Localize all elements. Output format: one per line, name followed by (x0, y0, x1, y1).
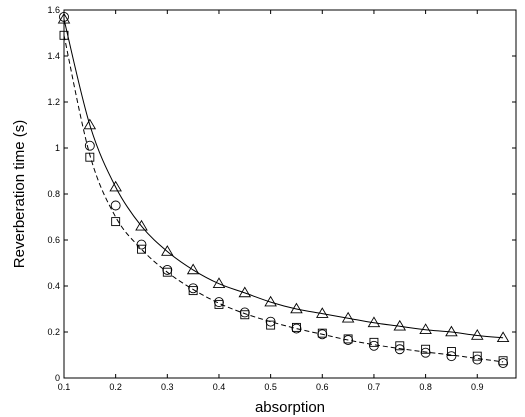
square-point (472, 351, 482, 361)
dashed-fit-line (63, 35, 504, 363)
circle-point (291, 323, 302, 334)
square-point (446, 347, 456, 356)
triangle-point (238, 286, 252, 298)
triangle-point (161, 245, 174, 256)
plot-area (63, 9, 517, 379)
circle-point (446, 351, 457, 362)
x-tick-label: 0.3 (161, 382, 174, 392)
solid-fit-line (63, 19, 504, 339)
circle-point (368, 340, 379, 351)
y-tick-label: 0.6 (47, 235, 60, 245)
triangle-point (83, 118, 97, 130)
square-point (317, 328, 327, 338)
triangle-point (290, 302, 303, 314)
fit-lines (63, 19, 504, 363)
circle-point (162, 264, 173, 275)
x-tick-label: 0.5 (264, 382, 277, 392)
square-point (292, 322, 301, 332)
y-axis-label: Reverberation time (s) (11, 120, 28, 268)
x-tick-label: 0.7 (368, 382, 381, 392)
square-point (85, 152, 95, 162)
circle-point (239, 307, 250, 318)
y-tick-label: 1.4 (47, 51, 60, 61)
x-axis-label: absorption (255, 399, 325, 416)
circle-point (472, 354, 483, 365)
square-point (111, 217, 121, 227)
square-point (188, 286, 198, 296)
x-axis-ticks: 0.1 0.2 0.3 0.4 0.5 0.6 0.7 0.8 0.9 (58, 10, 484, 392)
circle-point (110, 200, 121, 211)
triangle-point (57, 12, 71, 24)
triangle-point (419, 323, 432, 334)
triangle-point (393, 319, 407, 331)
square-point (137, 244, 146, 254)
triangle-point (470, 329, 484, 340)
circle-point (498, 358, 509, 368)
x-tick-label: 0.4 (213, 382, 226, 392)
triangle-point (212, 277, 226, 288)
circle-point (265, 316, 276, 327)
data-markers (57, 11, 510, 368)
circle-point (84, 140, 95, 151)
circle-point (343, 335, 354, 345)
x-tick-label: 0.9 (471, 382, 484, 392)
triangle-point (264, 295, 277, 307)
x-tick-label: 0.8 (419, 382, 432, 392)
circle-point (214, 297, 224, 308)
triangle-point (496, 331, 510, 343)
y-tick-label: 0.2 (47, 327, 60, 337)
triangle-point (109, 180, 122, 192)
y-tick-label: 0 (55, 373, 60, 383)
triangle-point (341, 311, 355, 323)
triangle-point (315, 307, 329, 318)
circle-point (188, 283, 199, 294)
square-point (421, 344, 431, 354)
square-point (395, 341, 405, 351)
triangle-point (135, 219, 148, 231)
square-point (59, 30, 69, 40)
y-tick-label: 1.2 (47, 97, 60, 107)
square-point (343, 334, 353, 344)
y-tick-label: 0.8 (47, 189, 60, 199)
square-point (498, 356, 508, 366)
x-tick-label: 0.2 (109, 382, 122, 392)
triangle-point (367, 316, 381, 328)
y-tick-label: 1 (55, 143, 60, 153)
y-tick-label: 1.6 (47, 5, 60, 15)
triangle-point (445, 325, 458, 337)
triangle-point (186, 263, 200, 275)
circle-point (420, 347, 431, 358)
square-point (162, 267, 172, 277)
square-point (266, 320, 276, 330)
square-point (369, 337, 379, 347)
y-axis-ticks: 0 0.2 0.4 0.6 0.8 1 1.2 1.4 1.6 (47, 5, 516, 383)
circle-point (394, 344, 405, 355)
square-point (240, 310, 250, 320)
circle-point (136, 239, 147, 250)
square-point (214, 299, 224, 309)
circle-point (317, 329, 328, 340)
x-tick-label: 0.1 (58, 382, 71, 392)
y-tick-label: 0.4 (47, 281, 60, 291)
x-tick-label: 0.6 (316, 382, 329, 392)
